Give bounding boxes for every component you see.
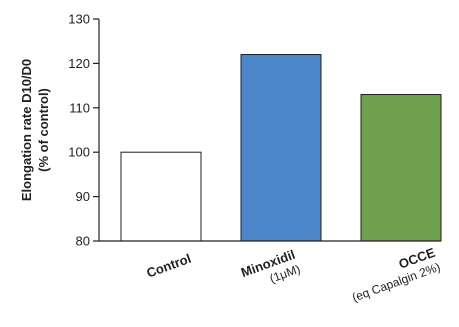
y-axis-title-line2: (% of control): [36, 88, 51, 172]
y-tick-label: 130: [68, 12, 90, 27]
bar-minoxidil: [240, 54, 322, 242]
y-tick-label: 110: [69, 100, 90, 115]
y-tick-label: 120: [68, 56, 90, 71]
category-label-group: Minoxidil(1μM): [239, 247, 302, 286]
bar-occe: [360, 93, 442, 242]
y-tick-label: 90: [76, 189, 90, 204]
category-sublabel: (eq Capalgin 2%): [350, 260, 442, 305]
category-label: Control: [144, 251, 193, 281]
y-axis: 80 90 100 110 120 130: [68, 12, 100, 249]
bar-control: [120, 151, 202, 242]
y-tick-label: 100: [68, 145, 90, 160]
x-axis: Control Minoxidil(1μM) OCCE(eq Capalgin 2%…: [99, 240, 442, 305]
category-label-group: Control: [144, 251, 193, 281]
category-label-group: OCCE(eq Capalgin 2%): [350, 245, 442, 305]
y-tick-label: 80: [76, 234, 90, 249]
bars: [120, 54, 442, 242]
y-axis-title-line1: Elongation rate D10/D0: [19, 59, 34, 201]
